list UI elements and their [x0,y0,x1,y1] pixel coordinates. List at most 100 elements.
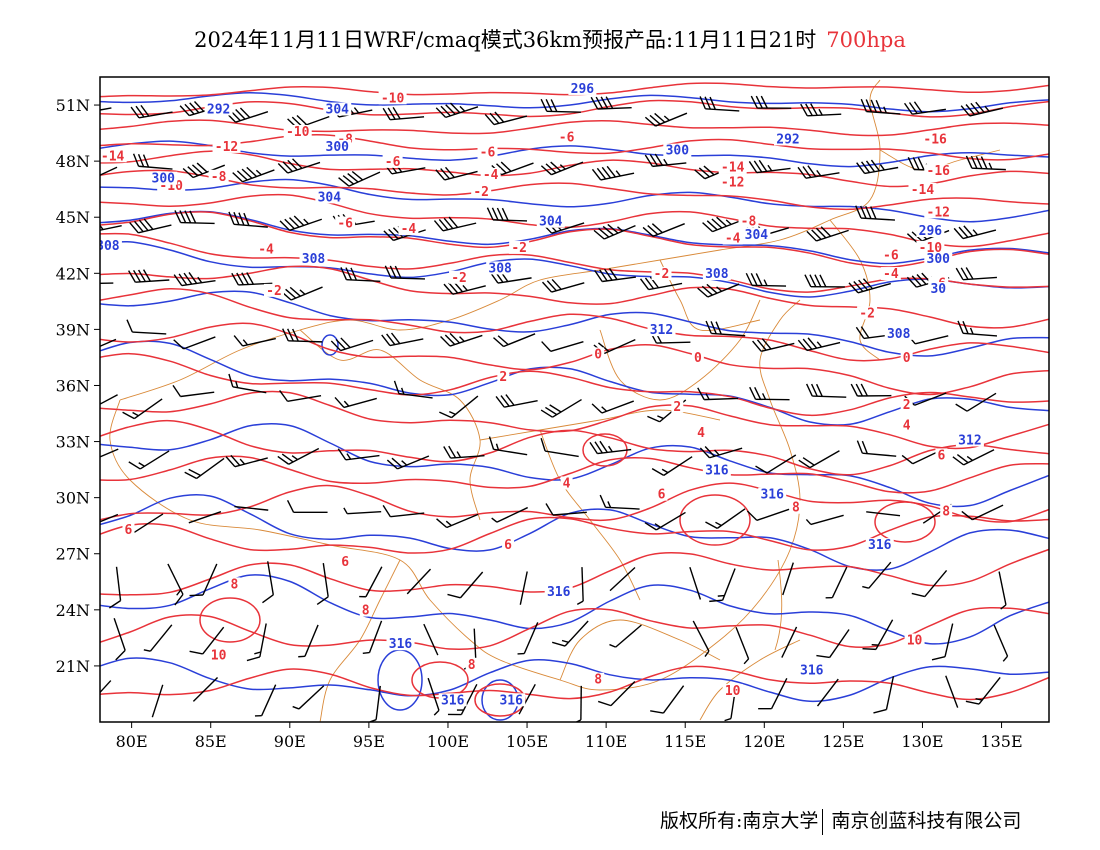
x-tick-label: 105E [506,732,548,751]
temperature-label: 2 [903,398,911,413]
wind-barb [804,274,845,288]
temperature-isoline [100,455,1049,494]
border-line [299,329,481,521]
temperature-label: -14 [101,149,125,164]
x-tick-label: 110E [585,732,627,751]
wind-barb [435,102,479,119]
wind-barb [279,215,323,231]
wind-barb [286,499,328,514]
wind-barb [856,159,899,175]
height-label: 296 [919,224,943,239]
temperature-label: 0 [594,347,602,362]
wind-barb [282,328,323,343]
temperature-label-bg [263,283,284,297]
temperature-label: -12 [927,205,950,220]
temperature-label: -12 [215,140,238,155]
y-tick-label: 24N [56,601,90,620]
wind-barb [254,684,277,717]
wind-barb [541,278,585,293]
wind-barb [953,225,997,240]
wind-barb [189,563,218,597]
x-tick-label: 130E [901,732,943,751]
height-label-bg [663,143,692,157]
wind-barb [447,683,478,716]
border-line [699,639,801,721]
temperature-label-bg [335,216,356,230]
temperature-label: -12 [721,175,744,190]
height-label: 316 [499,693,523,708]
wind-barb [172,384,215,398]
wind-barb [280,286,323,301]
wind-barb [702,216,745,233]
wind-barb [330,337,374,352]
height-label-bg [315,190,344,204]
temperature-label-bg [100,149,127,163]
height-label-bg [204,102,233,116]
wind-barb [903,101,946,115]
temperature-label: 8 [468,658,476,673]
wind-barb [100,166,118,183]
wind-barb [816,678,839,707]
wind-barb [100,448,119,464]
temperature-label: -16 [923,132,947,147]
height-label: 316 [800,663,824,678]
wind-barb [192,676,219,702]
wind-barb [292,685,325,710]
border-line [319,559,401,722]
height-label-bg [924,252,953,266]
temperature-label-bg [691,351,704,365]
wind-barb [911,569,948,598]
wind-barb [488,436,528,456]
wind-barb [100,680,112,707]
height-isoline [100,92,1049,113]
wind-barb [957,320,998,337]
wind-barb [735,626,750,665]
temperature-label-bg [449,270,470,284]
wind-barb [100,394,118,412]
wind-barb [225,454,268,468]
wind-barb [856,440,897,457]
x-tick-label: 100E [427,732,469,751]
height-isoline [100,574,1049,645]
wind-barb [340,267,381,282]
wind-barb [590,96,632,110]
wind-barb [184,457,225,480]
wind-barb [591,165,635,181]
wind-barb [541,341,584,353]
height-label: 316 [547,585,571,600]
temperature-isoline [100,119,1049,137]
wind-barb [860,98,901,115]
y-tick-label: 39N [56,320,90,339]
height-label-bg [774,132,803,146]
wind-barb [143,624,173,652]
temperature-label-bg [122,523,135,537]
map-title: 2024年11月11日WRF/cmaq模式36km预报产品:11月11日21时 7… [0,24,1100,54]
temperature-label-bg [904,633,925,647]
temperature-label: -2 [859,306,875,321]
temperature-label-bg [398,222,419,236]
temperature-label: -2 [511,241,527,256]
temperature-label-bg [935,448,948,462]
wind-barb [486,207,528,222]
wind-barb [568,685,582,722]
wind-barb [750,95,792,109]
wind-barb [599,494,640,510]
height-label: 312 [958,433,981,448]
temperature-label-bg [480,167,501,181]
wind-barb [758,677,788,710]
temperature-isoline [100,606,1049,650]
x-tick-label: 85E [195,732,227,751]
wind-barb [705,508,746,529]
height-label: 304 [326,103,350,118]
height-label-bg [544,584,573,598]
temperature-label-bg [880,248,901,262]
temperature-label-bg [695,425,708,439]
temperature-label: 10 [211,648,227,663]
temperature-isoline [100,322,1049,396]
temperature-label-bg [465,657,478,671]
wind-barb [128,269,170,283]
temperature-label: -2 [473,185,489,200]
height-label: 316 [760,488,784,503]
title-level: 700hpa [826,28,906,52]
height-label: 296 [571,82,595,97]
